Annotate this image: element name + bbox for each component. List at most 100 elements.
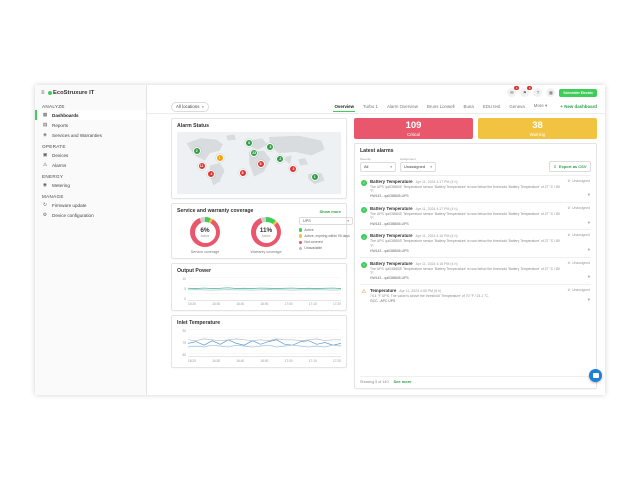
map-pin[interactable]: 23 xyxy=(250,149,259,158)
alarm-item[interactable]: Battery Temperature Apr 11, 2024 4:16 PM… xyxy=(360,256,591,284)
sidebar-item[interactable]: ◈ Services and Warranties xyxy=(35,130,146,140)
alarm-meta: ⊘ Unassigned ▾ xyxy=(568,179,590,199)
expand-icon[interactable]: ▾ xyxy=(587,297,590,303)
output-power-x-axis: 16:20 16:30 16:40 16:50 17:00 17:10 17:20 xyxy=(177,302,341,306)
sidebar-item[interactable]: Operate xyxy=(35,140,146,150)
sidebar-item[interactable]: ▣ Devices xyxy=(35,150,146,160)
dashboard-tab[interactable]: Buna xyxy=(463,103,474,109)
filter-select[interactable]: Unassigned ▾ xyxy=(400,161,436,172)
expand-icon[interactable]: ▾ xyxy=(587,274,590,280)
expand-icon[interactable]: ▾ xyxy=(587,192,590,198)
dashboard-tab[interactable]: EDU test xyxy=(482,103,501,109)
alarm-item[interactable]: Battery Temperature Apr 11, 2024 4:17 PM… xyxy=(360,174,591,202)
sidebar-item[interactable]: Analyze xyxy=(35,100,146,110)
summary-label: Critical xyxy=(407,131,420,137)
map-pin[interactable]: 5 xyxy=(256,160,265,169)
map-pin[interactable]: 6 xyxy=(245,139,254,148)
filter-select[interactable]: All ▾ xyxy=(360,161,396,172)
coverage-device-filter[interactable]: UPS ▾ xyxy=(299,217,353,225)
alarm-body: Battery Temperature Apr 11, 2024 4:16 PM… xyxy=(370,261,565,281)
dashboard-tab[interactable]: Bruns Lonwell xyxy=(426,103,455,109)
dashboard-tab[interactable]: Geneva xyxy=(509,103,525,109)
dashboard-tab[interactable]: Turbo 1 xyxy=(363,103,378,109)
sidebar-item[interactable]: ▦ Dashboards xyxy=(35,110,146,120)
map-pin[interactable]: 11 xyxy=(197,162,206,171)
donut-chart: 6% Active xyxy=(190,217,220,247)
export-csv-label: Export as CSV xyxy=(558,163,587,169)
x-tick: 16:20 xyxy=(188,302,196,306)
sidebar-item-icon: ▤ xyxy=(42,122,48,128)
legend-item: Active, expiring within 90 days xyxy=(299,234,353,238)
dashboard-tab[interactable]: Overview xyxy=(333,101,355,112)
alarm-title: Temperature xyxy=(370,287,397,293)
device-filter-value: UPS xyxy=(303,219,311,223)
sidebar-item[interactable]: Energy xyxy=(35,170,146,180)
sidebar-item[interactable]: Manage xyxy=(35,190,146,200)
output-power-chart xyxy=(188,276,341,301)
new-dashboard-button[interactable]: + New dashboard xyxy=(560,104,597,109)
expand-icon[interactable]: ▾ xyxy=(587,219,590,225)
alarm-device: HW143 - qa03iB845-UPS xyxy=(370,194,409,199)
alarm-item[interactable]: Temperature Apr 11, 2024 4:08 PM (5 h) 7… xyxy=(360,283,591,307)
menu-icon[interactable]: ≡ xyxy=(41,90,45,96)
y-tick: 75 xyxy=(182,341,186,345)
header-icon-glyph: ? xyxy=(536,90,540,95)
unassigned-icon: ⊘ xyxy=(567,178,571,183)
map-pin[interactable]: 3 xyxy=(266,142,275,151)
alarm-meta: ⊘ Unassigned ▾ xyxy=(568,233,590,253)
map-pin[interactable]: 4 xyxy=(207,170,216,179)
latest-alarms-title: Latest alarms xyxy=(360,148,394,154)
dashboard-tab[interactable]: Alarm Overview xyxy=(386,103,418,109)
donut-caption: Service coverage xyxy=(190,249,220,254)
alarm-device: HW143 - qa03iB845-UPS xyxy=(370,221,409,226)
see-more-link[interactable]: See more xyxy=(393,379,412,384)
toolbar: All locations ▾ Overview Turbo 1 Alarm Ove… xyxy=(147,98,605,114)
dashboard-tab[interactable]: More ▾ xyxy=(533,103,548,108)
alarm-body: Battery Temperature Apr 11, 2024 4:17 PM… xyxy=(370,179,565,199)
x-tick: 16:30 xyxy=(212,358,221,363)
location-selector[interactable]: All locations ▾ xyxy=(171,101,209,112)
header-icon[interactable]: ✉ 4 xyxy=(507,86,519,97)
location-selector-value: All locations xyxy=(176,104,200,109)
showing-count: Showing 5 of 140 xyxy=(360,379,389,384)
show-more-link[interactable]: Show more xyxy=(319,208,341,214)
sidebar-item[interactable]: ↻ Firmware update xyxy=(35,200,146,210)
alarm-item[interactable]: Battery Temperature Apr 11, 2024 4:17 PM… xyxy=(360,201,591,229)
sidebar-item-label: Services and Warranties xyxy=(52,132,102,138)
alarm-title: Battery Temperature xyxy=(370,205,413,211)
expand-icon[interactable]: ▾ xyxy=(587,247,590,253)
sidebar-item[interactable]: ◉ Metering xyxy=(35,180,146,190)
sidebar-item[interactable]: ▤ Reports xyxy=(35,120,146,130)
alarm-summary-card[interactable]: 38 Warning xyxy=(478,118,597,139)
alarm-filter: Severity All ▾ xyxy=(360,157,396,172)
alarm-description: The UPS 'qa03iB845' Temperature sensor '… xyxy=(370,266,560,275)
sidebar-item-icon: ⚙ xyxy=(42,212,48,218)
unassigned-icon: ⊘ xyxy=(567,205,571,210)
x-tick: 16:40 xyxy=(236,302,245,306)
map-pin[interactable]: 2 xyxy=(276,155,285,164)
header-icon[interactable]: ? xyxy=(533,88,543,97)
x-tick: 17:00 xyxy=(284,358,293,363)
world-map[interactable]: 2 11 4 1 6 23 5 8 3 2 3 1 xyxy=(177,132,341,194)
map-pin[interactable]: 2 xyxy=(192,146,201,155)
alarm-summary-card[interactable]: 109 Critical xyxy=(354,118,473,139)
filter-caption: Severity xyxy=(360,157,371,161)
sidebar-item-label: Alarms xyxy=(52,162,67,168)
inlet-temperature-x-axis: 16:20 16:30 16:40 16:50 17:00 17:10 17:20 xyxy=(177,359,341,363)
export-csv-button[interactable]: ⇩ Export as CSV xyxy=(548,160,591,172)
alarm-item[interactable]: Battery Temperature Apr 11, 2024 4:16 PM… xyxy=(360,229,591,256)
map-pin[interactable]: 3 xyxy=(289,165,298,174)
donut-percent: 6% xyxy=(200,226,210,234)
map-pin[interactable]: 1 xyxy=(310,172,319,181)
x-tick: 16:40 xyxy=(236,358,245,363)
header-icon[interactable]: ⚑ 9 xyxy=(520,86,532,97)
chat-fab[interactable] xyxy=(589,369,602,382)
sidebar-item[interactable]: ⚠ Alarms xyxy=(35,160,146,170)
map-pin[interactable]: 8 xyxy=(238,168,247,177)
sidebar-item-label: Analyze xyxy=(42,104,65,109)
map-pin[interactable]: 1 xyxy=(215,154,224,163)
legend-dot xyxy=(299,228,303,232)
legend-item: Active xyxy=(299,228,353,232)
header-icon[interactable]: ▦ xyxy=(546,88,556,97)
sidebar-item[interactable]: ⚙ Device configuration xyxy=(35,210,146,220)
